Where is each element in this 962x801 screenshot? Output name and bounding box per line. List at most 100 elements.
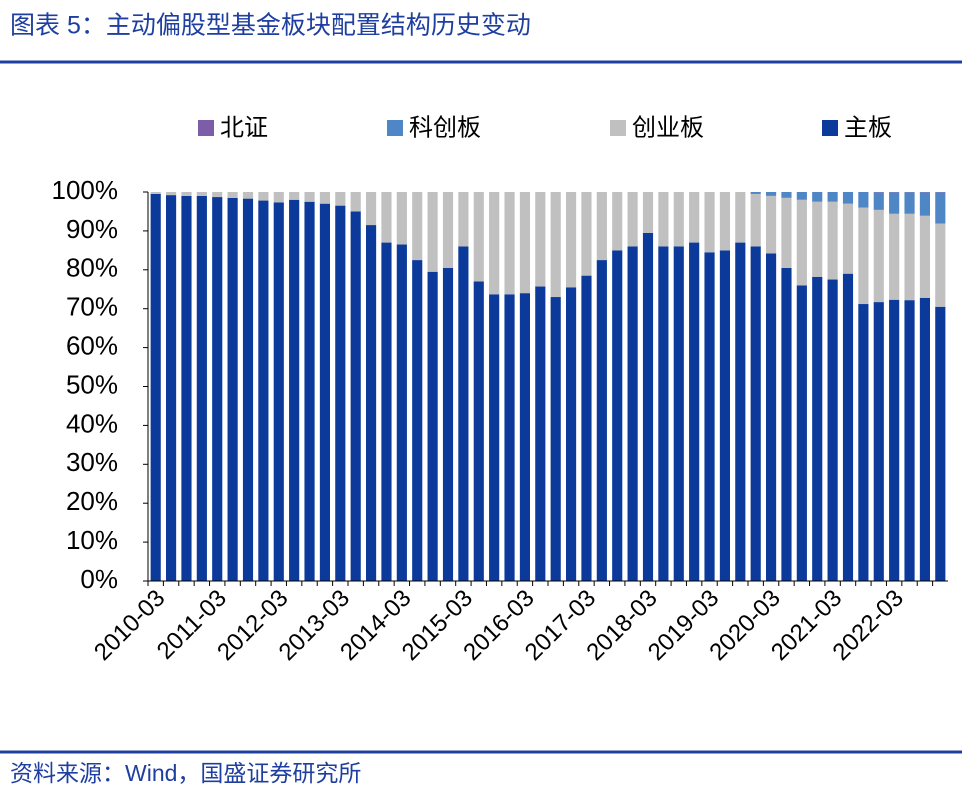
legend-label: 主板 <box>844 114 892 141</box>
legend-label: 创业板 <box>632 114 704 141</box>
bar-segment <box>427 271 438 581</box>
bar-segment <box>566 192 577 288</box>
bar-segment <box>519 293 530 581</box>
y-tick-label: 90% <box>66 214 118 244</box>
y-tick-label: 100% <box>52 175 119 205</box>
bar-segment <box>581 275 592 581</box>
bar-segment <box>396 192 407 245</box>
bar-segment <box>566 287 577 581</box>
bar-segment <box>550 297 561 581</box>
y-tick-label: 0% <box>80 564 118 594</box>
bar-segment <box>873 192 884 210</box>
bar-segment <box>689 242 700 581</box>
bar-segment <box>889 299 900 581</box>
bar-segment <box>642 232 654 581</box>
bar-segment <box>442 267 454 581</box>
bar-segment <box>904 213 915 301</box>
bar-segment <box>704 192 715 253</box>
bar-segment <box>858 207 869 305</box>
bar-segment <box>750 246 761 581</box>
bar-segment <box>750 193 761 247</box>
bar-segment <box>935 306 946 581</box>
bar-segment <box>335 192 346 206</box>
bar-segment <box>919 297 930 581</box>
bar-segment <box>150 193 161 581</box>
bar-segment <box>242 198 254 581</box>
bar-segment <box>627 246 638 581</box>
legend-label: 北证 <box>220 114 268 141</box>
bar-segment <box>489 192 500 295</box>
y-tick-label: 40% <box>66 408 118 438</box>
bar-segment <box>212 197 223 581</box>
bar-segment <box>350 211 361 581</box>
bar-segment <box>873 209 884 303</box>
bar-segment <box>381 192 392 243</box>
bar-segment <box>889 192 900 214</box>
bar-segment <box>519 192 530 294</box>
legend-swatch <box>610 120 626 136</box>
bar-segment <box>289 199 300 581</box>
bar-segment <box>612 192 623 251</box>
y-tick-label: 20% <box>66 486 118 516</box>
bar-segment <box>766 192 777 196</box>
bar-segment <box>319 203 330 582</box>
bar-segment <box>858 192 869 208</box>
bar-segment <box>704 252 715 582</box>
bar-segment <box>335 205 346 582</box>
y-tick-label: 50% <box>66 369 118 399</box>
bar-segment <box>935 192 946 224</box>
bar-segment <box>596 192 607 261</box>
bar-segment <box>473 192 484 282</box>
bar-segment <box>227 197 238 581</box>
bar-segment <box>766 195 777 254</box>
bar-segment <box>750 192 761 194</box>
bar-segment <box>304 192 315 202</box>
y-tick-label: 60% <box>66 330 118 360</box>
bar-segment <box>273 202 284 582</box>
bar-segment <box>550 192 561 298</box>
legend-swatch <box>198 120 214 136</box>
bar-segment <box>781 267 792 581</box>
bar-segment <box>412 260 423 581</box>
bar-segment <box>396 244 407 581</box>
bar-segment <box>596 260 607 581</box>
bar-segment <box>919 192 930 216</box>
bar-segment <box>504 192 515 295</box>
bar-segment <box>904 192 915 214</box>
bar-segment <box>796 285 807 581</box>
bar-segment <box>919 215 930 298</box>
bar-segment <box>196 195 207 581</box>
bar-segment <box>781 197 792 268</box>
bar-segment <box>458 192 469 247</box>
bar-segment <box>181 195 192 581</box>
bar-segment <box>258 200 269 582</box>
bar-segment <box>842 273 854 581</box>
bar-segment <box>889 213 900 300</box>
bar-segment <box>812 201 823 277</box>
bar-segment <box>350 192 361 212</box>
bar-segment <box>212 192 223 198</box>
bar-segment <box>581 192 592 276</box>
bar-segment <box>689 192 700 243</box>
bar-segment <box>412 192 423 261</box>
bar-segment <box>366 225 377 581</box>
bar-segment <box>504 294 515 581</box>
bar-segment <box>258 192 269 201</box>
bar-segment <box>796 192 807 200</box>
bar-segment <box>735 192 746 243</box>
bar-segment <box>535 192 546 287</box>
bar-segment <box>842 192 854 204</box>
bar-segment <box>642 192 654 233</box>
bar-segment <box>489 294 500 581</box>
bar-segment <box>442 192 454 268</box>
bar-segment <box>627 192 638 247</box>
y-tick-label: 80% <box>66 253 118 283</box>
bar-segment <box>366 192 377 226</box>
bar-segment <box>242 192 254 199</box>
bar-segment <box>181 192 192 196</box>
legend-swatch <box>387 120 403 136</box>
bar-segment <box>766 253 777 581</box>
y-tick-label: 70% <box>66 292 118 322</box>
bar-segment <box>812 276 823 581</box>
